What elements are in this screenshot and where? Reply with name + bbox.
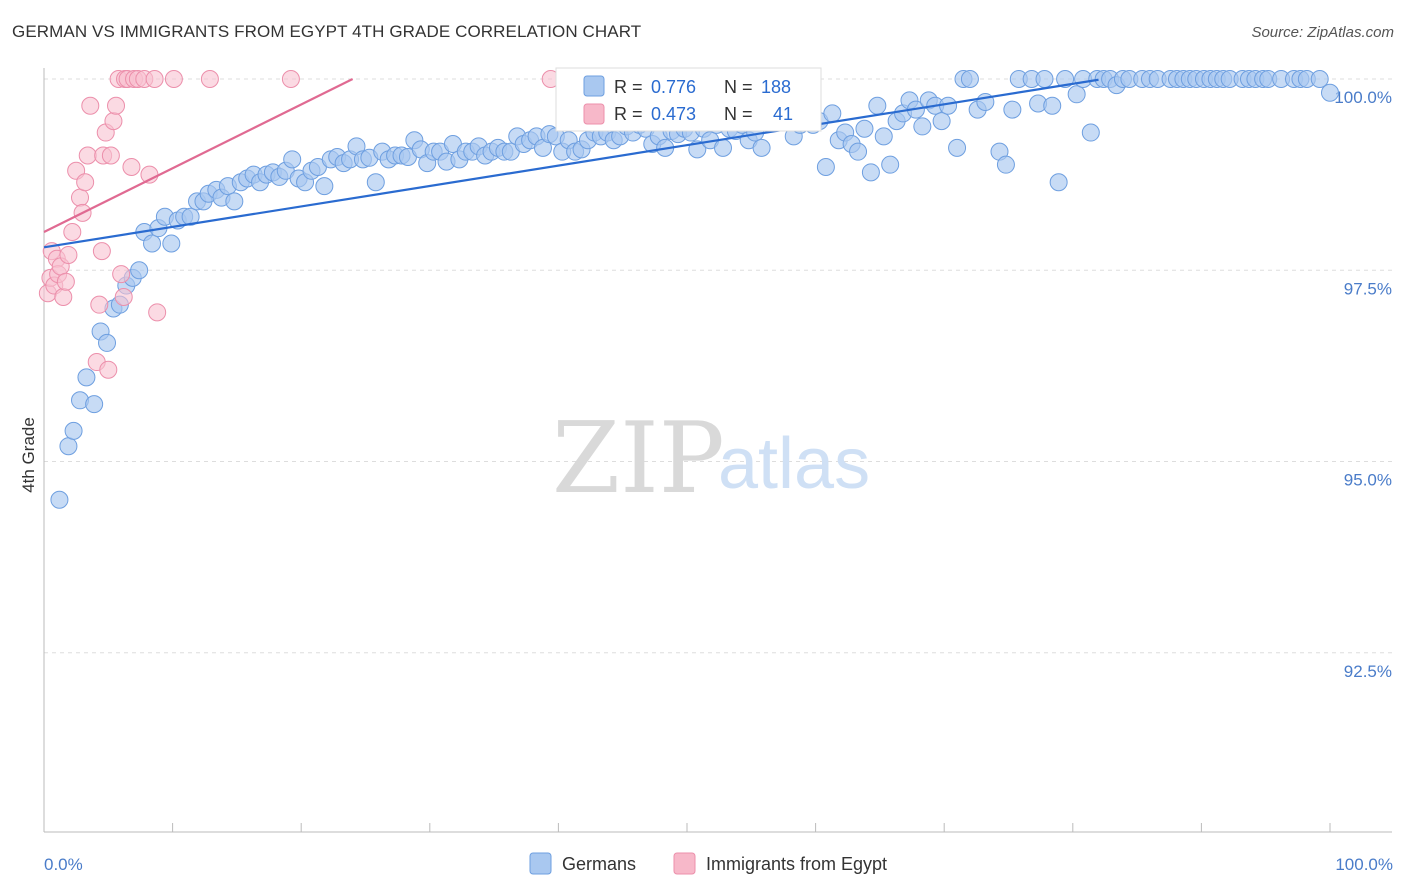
data-point-egypt xyxy=(78,146,97,165)
x-ticks xyxy=(43,823,1331,832)
axes xyxy=(43,68,1392,833)
data-point-egypt xyxy=(114,288,133,307)
data-point-egypt xyxy=(145,70,164,88)
data-point-egypt xyxy=(81,96,100,115)
data-point-egypt xyxy=(104,112,123,131)
legend-swatch-germans xyxy=(529,852,552,875)
data-point-germans xyxy=(59,437,78,456)
stats-r-label-germans: R = xyxy=(614,77,643,97)
data-point-germans xyxy=(881,155,900,174)
data-point-germans xyxy=(939,96,958,115)
data-point-egypt xyxy=(122,157,141,176)
data-point-germans xyxy=(1049,173,1068,192)
data-point-germans xyxy=(1310,70,1329,88)
data-point-germans xyxy=(50,490,69,509)
data-point-egypt xyxy=(107,96,126,115)
y-tick-label: 95.0% xyxy=(1344,471,1392,490)
legend-label-germans: Germans xyxy=(562,854,636,874)
data-point-germans xyxy=(868,96,887,115)
data-point-germans xyxy=(143,234,162,253)
data-point-germans xyxy=(996,155,1015,174)
data-point-egypt xyxy=(90,295,109,314)
data-point-egypt xyxy=(54,288,73,307)
data-point-egypt xyxy=(148,303,167,322)
data-point-egypt xyxy=(101,146,120,165)
data-point-germans xyxy=(913,117,932,136)
stats-n-label-germans: N = xyxy=(724,77,753,97)
legend: Germans Immigrants from Egypt xyxy=(529,852,887,875)
data-point-germans xyxy=(932,112,951,131)
x-tick-label: 100.0% xyxy=(1335,855,1393,874)
data-point-egypt xyxy=(56,272,75,291)
data-point-germans xyxy=(98,333,117,352)
data-point-germans xyxy=(1081,123,1100,142)
data-point-germans xyxy=(1043,96,1062,115)
chart-source: Source: ZipAtlas.com xyxy=(1251,24,1394,41)
grid xyxy=(44,78,1392,654)
stats-box: R = 0.776 N = 188 R = 0.473 N = 41 xyxy=(555,67,822,132)
x-tick-labels: 0.0% 100.0% xyxy=(44,855,1393,874)
data-point-egypt xyxy=(59,245,78,264)
data-point-egypt xyxy=(71,188,90,207)
data-point-germans xyxy=(823,104,842,123)
data-point-germans xyxy=(1321,83,1339,102)
data-point-germans xyxy=(874,127,893,146)
data-point-germans xyxy=(816,157,835,176)
trend-lines xyxy=(43,78,1099,249)
data-point-germans xyxy=(366,173,385,192)
stats-r-value-egypt: 0.473 xyxy=(651,104,696,124)
data-point-germans xyxy=(948,138,967,157)
stats-swatch-egypt xyxy=(583,103,605,125)
stats-r-label-egypt: R = xyxy=(614,104,643,124)
trend-line-germans xyxy=(43,78,1099,249)
data-point-germans xyxy=(960,70,979,88)
data-point-germans xyxy=(855,119,874,138)
y-tick-labels: 100.0% 97.5% 95.0% 92.5% xyxy=(1334,88,1392,681)
data-point-germans xyxy=(1056,70,1075,88)
stats-n-value-egypt: 41 xyxy=(773,104,793,124)
data-point-egypt xyxy=(63,223,82,241)
data-point-germans xyxy=(283,150,302,169)
watermark-zip: ZIP xyxy=(552,402,725,516)
data-point-germans xyxy=(714,138,733,157)
legend-swatch-egypt xyxy=(673,852,696,875)
x-tick-label: 0.0% xyxy=(44,855,83,874)
data-point-egypt xyxy=(164,70,183,88)
data-point-germans xyxy=(861,163,880,182)
data-point-egypt xyxy=(92,242,111,261)
chart-title: GERMAN VS IMMIGRANTS FROM EGYPT 4TH GRAD… xyxy=(12,22,642,41)
stats-r-value-germans: 0.776 xyxy=(651,77,696,97)
data-point-germans xyxy=(849,142,868,161)
watermark-atlas: atlas xyxy=(718,424,870,504)
data-point-germans xyxy=(64,421,83,440)
y-axis-title: 4th Grade xyxy=(19,417,38,493)
data-point-germans xyxy=(130,261,149,280)
data-point-germans xyxy=(181,207,200,226)
data-point-germans xyxy=(1067,85,1086,104)
data-point-germans xyxy=(315,177,334,196)
series-egypt xyxy=(38,70,560,379)
stats-n-label-egypt: N = xyxy=(724,104,753,124)
data-point-germans xyxy=(225,192,244,211)
legend-label-egypt: Immigrants from Egypt xyxy=(706,854,887,874)
y-tick-label: 100.0% xyxy=(1334,88,1392,107)
data-point-germans xyxy=(85,395,104,414)
data-point-egypt xyxy=(76,173,95,192)
data-point-egypt xyxy=(99,360,118,379)
data-point-germans xyxy=(162,234,181,253)
data-point-egypt xyxy=(112,265,131,284)
data-point-germans xyxy=(752,138,771,157)
y-tick-label: 97.5% xyxy=(1344,279,1392,298)
trend-line-egypt xyxy=(43,78,354,233)
data-point-egypt xyxy=(281,70,300,88)
data-point-germans xyxy=(77,368,96,387)
stats-swatch-germans xyxy=(583,75,605,97)
data-point-germans xyxy=(1003,100,1022,119)
data-point-egypt xyxy=(200,70,219,88)
stats-n-value-germans: 188 xyxy=(761,77,791,97)
data-point-germans xyxy=(1035,70,1054,88)
y-tick-label: 92.5% xyxy=(1344,662,1392,681)
